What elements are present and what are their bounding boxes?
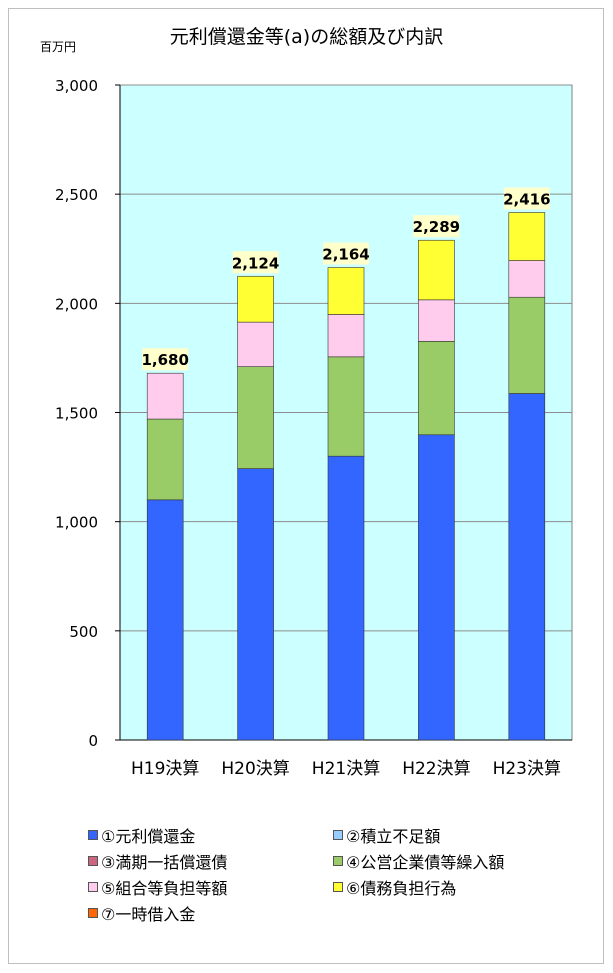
total-label: 2,164 (322, 246, 369, 264)
bar-segment-5 (418, 299, 455, 342)
legend-item: ①元利償還金 (88, 823, 195, 847)
total-label: 2,124 (232, 254, 279, 272)
bar-segment-6 (237, 275, 274, 323)
bar-segment-4 (418, 341, 455, 436)
total-label-box (413, 215, 460, 238)
bar-segment-4 (327, 356, 365, 457)
bar-segment-6 (508, 212, 546, 261)
bar-segment-1 (146, 499, 184, 741)
legend-label: ③満期一括償還債 (101, 853, 228, 872)
legend-label: ②積立不足額 (346, 827, 441, 846)
y-tick-label: 3,000 (55, 77, 98, 95)
x-tick-label: H23決算 (493, 759, 561, 779)
y-tick-label: 500 (69, 623, 98, 641)
y-axis-unit-label: 百万円 (40, 40, 77, 54)
bar-segment-6 (418, 239, 455, 301)
y-tick-label: 0 (88, 732, 98, 750)
legend-swatch (88, 908, 98, 918)
bar-segment-5 (508, 260, 546, 298)
total-label: 2,416 (503, 191, 550, 209)
legend-label: ⑦一時借入金 (101, 905, 196, 924)
x-tick-label: H22決算 (402, 759, 470, 779)
bar-segment-4 (508, 296, 546, 394)
legend-item: ②積立不足額 (333, 823, 440, 847)
bar-segment-4 (237, 366, 274, 469)
total-label: 2,289 (413, 218, 460, 236)
legend-swatch (88, 882, 98, 892)
total-label-box (503, 187, 550, 210)
bar-segment-1 (237, 468, 274, 741)
bar-segment-1 (508, 393, 546, 741)
legend-swatch (333, 830, 343, 840)
chart-title: 元利償還金等(a)の総額及び内訳 (169, 26, 444, 48)
y-tick-label: 1,000 (55, 514, 98, 532)
x-tick-label: H21決算 (312, 759, 380, 779)
legend-item: ⑥債務負担行為 (333, 875, 456, 899)
y-tick-label: 1,500 (55, 405, 98, 423)
legend-label: ⑥債務負担行為 (346, 879, 457, 898)
legend-label: ④公営企業債等繰入額 (346, 853, 505, 872)
x-tick-label: H19決算 (131, 759, 199, 779)
legend-swatch (333, 882, 343, 892)
bar-segment-6 (327, 267, 365, 315)
legend-item: ③満期一括償還債 (88, 849, 227, 873)
total-label-box (323, 242, 369, 265)
total-label-box (142, 348, 189, 371)
y-tick-label: 2,000 (55, 295, 98, 313)
bar-segment-1 (418, 434, 455, 741)
legend-swatch (333, 856, 343, 866)
legend-item: ⑤組合等負担等額 (88, 875, 227, 899)
total-label: 1,680 (141, 351, 188, 369)
bar-segment-4 (146, 418, 184, 501)
legend-swatch (88, 830, 98, 840)
bar-segment-5 (327, 314, 365, 358)
legend-label: ①元利償還金 (101, 827, 196, 846)
legend-item: ④公営企業債等繰入額 (333, 849, 504, 873)
bar-segment-5 (146, 372, 184, 420)
legend-item: ⑦一時借入金 (88, 901, 195, 925)
y-tick-label: 2,500 (55, 186, 98, 204)
x-tick-label: H20決算 (221, 759, 289, 779)
bar-segment-5 (237, 321, 274, 367)
legend-label: ⑤組合等負担等額 (101, 879, 228, 898)
total-label-box (232, 251, 279, 274)
bar-segment-1 (327, 455, 365, 741)
legend-swatch (88, 856, 98, 866)
